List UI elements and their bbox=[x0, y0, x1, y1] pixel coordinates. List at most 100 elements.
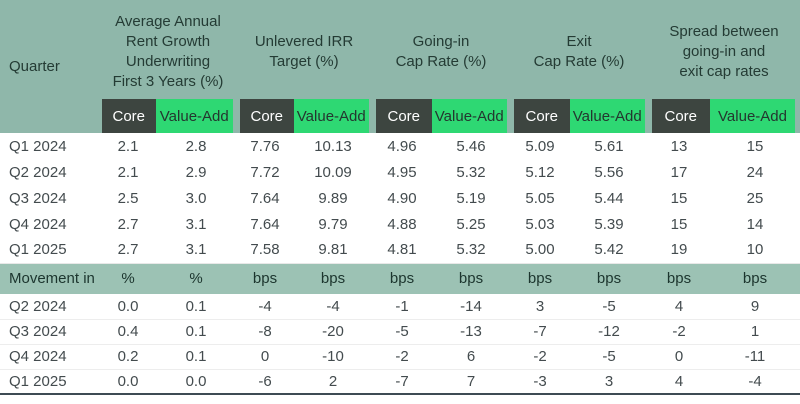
cell: 3.1 bbox=[185, 215, 207, 233]
row-quarter: Q3 2024 bbox=[9, 189, 67, 207]
movement-unit: bps bbox=[294, 262, 372, 294]
cell: 2.1 bbox=[117, 137, 139, 155]
cell: 3 bbox=[570, 368, 648, 394]
core-subheader: Core bbox=[506, 99, 570, 133]
cell: -13 bbox=[432, 318, 510, 344]
cell: 4 bbox=[648, 368, 710, 394]
table-row: Q2 2024 2.1 2.9 7.72 10.09 4.95 5.32 5.1… bbox=[0, 159, 800, 185]
cell: 7.64 bbox=[250, 215, 280, 233]
cell: 5.44 bbox=[594, 189, 624, 207]
cell: -4 bbox=[258, 297, 272, 315]
cell: 0.2 bbox=[100, 343, 156, 369]
cell: 3.1 bbox=[185, 241, 207, 259]
cell: 5.56 bbox=[594, 163, 624, 181]
cell: 4.88 bbox=[387, 215, 417, 233]
cell: 5.46 bbox=[456, 137, 486, 155]
row-quarter: Q1 2025 bbox=[0, 368, 100, 394]
cell: 4.96 bbox=[387, 137, 417, 155]
cell: 5.19 bbox=[456, 189, 486, 207]
movement-row: Q1 2025 0.0 0.0 -6 2 -7 7 -3 3 4 -4 bbox=[0, 368, 800, 394]
cell: 5.25 bbox=[456, 215, 486, 233]
movement-label: Movement in bbox=[0, 262, 100, 294]
cell: 24 bbox=[746, 163, 764, 181]
cell: 2.7 bbox=[117, 215, 139, 233]
cell: -4 bbox=[710, 368, 800, 394]
cell: 0.1 bbox=[156, 318, 236, 344]
quarter-column-header: Quarter bbox=[0, 0, 100, 133]
cell: 7.72 bbox=[250, 163, 280, 181]
cell: 1 bbox=[710, 318, 800, 344]
table-row: Q3 2024 2.5 3.0 7.64 9.89 4.90 5.19 5.05… bbox=[0, 185, 800, 211]
cell: 19 bbox=[670, 241, 688, 259]
table-row: Q1 2025 2.7 3.1 7.58 9.81 4.81 5.32 5.00… bbox=[0, 237, 800, 263]
group-header-spread: Spread between going-in and exit cap rat… bbox=[648, 0, 800, 99]
cell: 6 bbox=[432, 343, 510, 369]
cell: 2.1 bbox=[117, 163, 139, 181]
row-quarter: Q3 2024 bbox=[0, 318, 100, 344]
movement-unit: bps bbox=[432, 262, 510, 294]
core-subheader: Core bbox=[98, 99, 156, 133]
movement-unit: bps bbox=[236, 262, 294, 294]
cell: -1 bbox=[395, 297, 409, 315]
cell: 9 bbox=[750, 297, 760, 315]
movement-unit: bps bbox=[710, 262, 800, 294]
cell: -5 bbox=[602, 297, 616, 315]
movement-row: Q3 2024 0.4 0.1 -8 -20 -5 -13 -7 -12 -2 … bbox=[0, 318, 800, 344]
cell: -6 bbox=[236, 368, 294, 394]
value-add-subheader: Value-Add bbox=[432, 99, 510, 133]
cell: -20 bbox=[294, 318, 372, 344]
cell: -5 bbox=[372, 318, 432, 344]
cell: -7 bbox=[372, 368, 432, 394]
table-row: Q1 2024 2.1 2.8 7.76 10.13 4.96 5.46 5.0… bbox=[0, 133, 800, 159]
cell: 9.89 bbox=[318, 189, 348, 207]
cell: 7.58 bbox=[250, 241, 280, 259]
header-title-row: Quarter Average Annual Rent Growth Under… bbox=[0, 0, 800, 133]
cell: -14 bbox=[460, 297, 482, 315]
cell: 0 bbox=[236, 343, 294, 369]
cell: -2 bbox=[510, 343, 570, 369]
cell: -2 bbox=[648, 318, 710, 344]
cell: 10.13 bbox=[314, 137, 352, 155]
row-quarter: Q4 2024 bbox=[9, 215, 67, 233]
movement-unit: bps bbox=[570, 262, 648, 294]
cell: 7.64 bbox=[250, 189, 280, 207]
cell: -8 bbox=[236, 318, 294, 344]
group-header-unlevered-irr: Unlevered IRR Target (%) bbox=[236, 0, 372, 99]
cell: 0.4 bbox=[100, 318, 156, 344]
movement-unit: bps bbox=[510, 262, 570, 294]
cell: 5.32 bbox=[456, 241, 486, 259]
cell: 5.42 bbox=[594, 241, 624, 259]
row-quarter: Q4 2024 bbox=[0, 343, 100, 369]
row-quarter: Q2 2024 bbox=[9, 297, 67, 315]
cell: 0.0 bbox=[156, 368, 236, 394]
value-add-subheader: Value-Add bbox=[294, 99, 372, 133]
cell: -12 bbox=[570, 318, 648, 344]
cell: -11 bbox=[710, 343, 800, 369]
movement-row: Q2 2024 0.0 0.1 -4 -4 -1 -14 3 -5 4 9 bbox=[0, 294, 800, 319]
cell: -7 bbox=[510, 318, 570, 344]
core-subheader: Core bbox=[232, 99, 294, 133]
cell: -10 bbox=[294, 343, 372, 369]
cell: 5.03 bbox=[525, 215, 555, 233]
cell: -3 bbox=[510, 368, 570, 394]
core-subheader: Core bbox=[368, 99, 432, 133]
group-header-going-in-cap-rate: Going-in Cap Rate (%) bbox=[372, 0, 510, 99]
header-subcolumn-row: Core Value-Add Core Value-Add Core Value… bbox=[0, 99, 800, 133]
cell: 5.32 bbox=[456, 163, 486, 181]
cell: 2.8 bbox=[185, 137, 207, 155]
cell: -2 bbox=[372, 343, 432, 369]
value-add-subheader: Value-Add bbox=[156, 99, 236, 133]
cell: 5.12 bbox=[525, 163, 555, 181]
cell: 15 bbox=[746, 137, 764, 155]
cell: 5.61 bbox=[594, 137, 624, 155]
cell: 4.81 bbox=[387, 241, 417, 259]
cell: 17 bbox=[670, 163, 688, 181]
table-row: Q4 2024 2.7 3.1 7.64 9.79 4.88 5.25 5.03… bbox=[0, 211, 800, 237]
cell: 9.81 bbox=[318, 241, 348, 259]
row-quarter: Q1 2024 bbox=[9, 137, 67, 155]
cell: 3 bbox=[535, 297, 545, 315]
cell: 0.1 bbox=[156, 343, 236, 369]
value-add-subheader: Value-Add bbox=[570, 99, 648, 133]
cell: 0 bbox=[648, 343, 710, 369]
